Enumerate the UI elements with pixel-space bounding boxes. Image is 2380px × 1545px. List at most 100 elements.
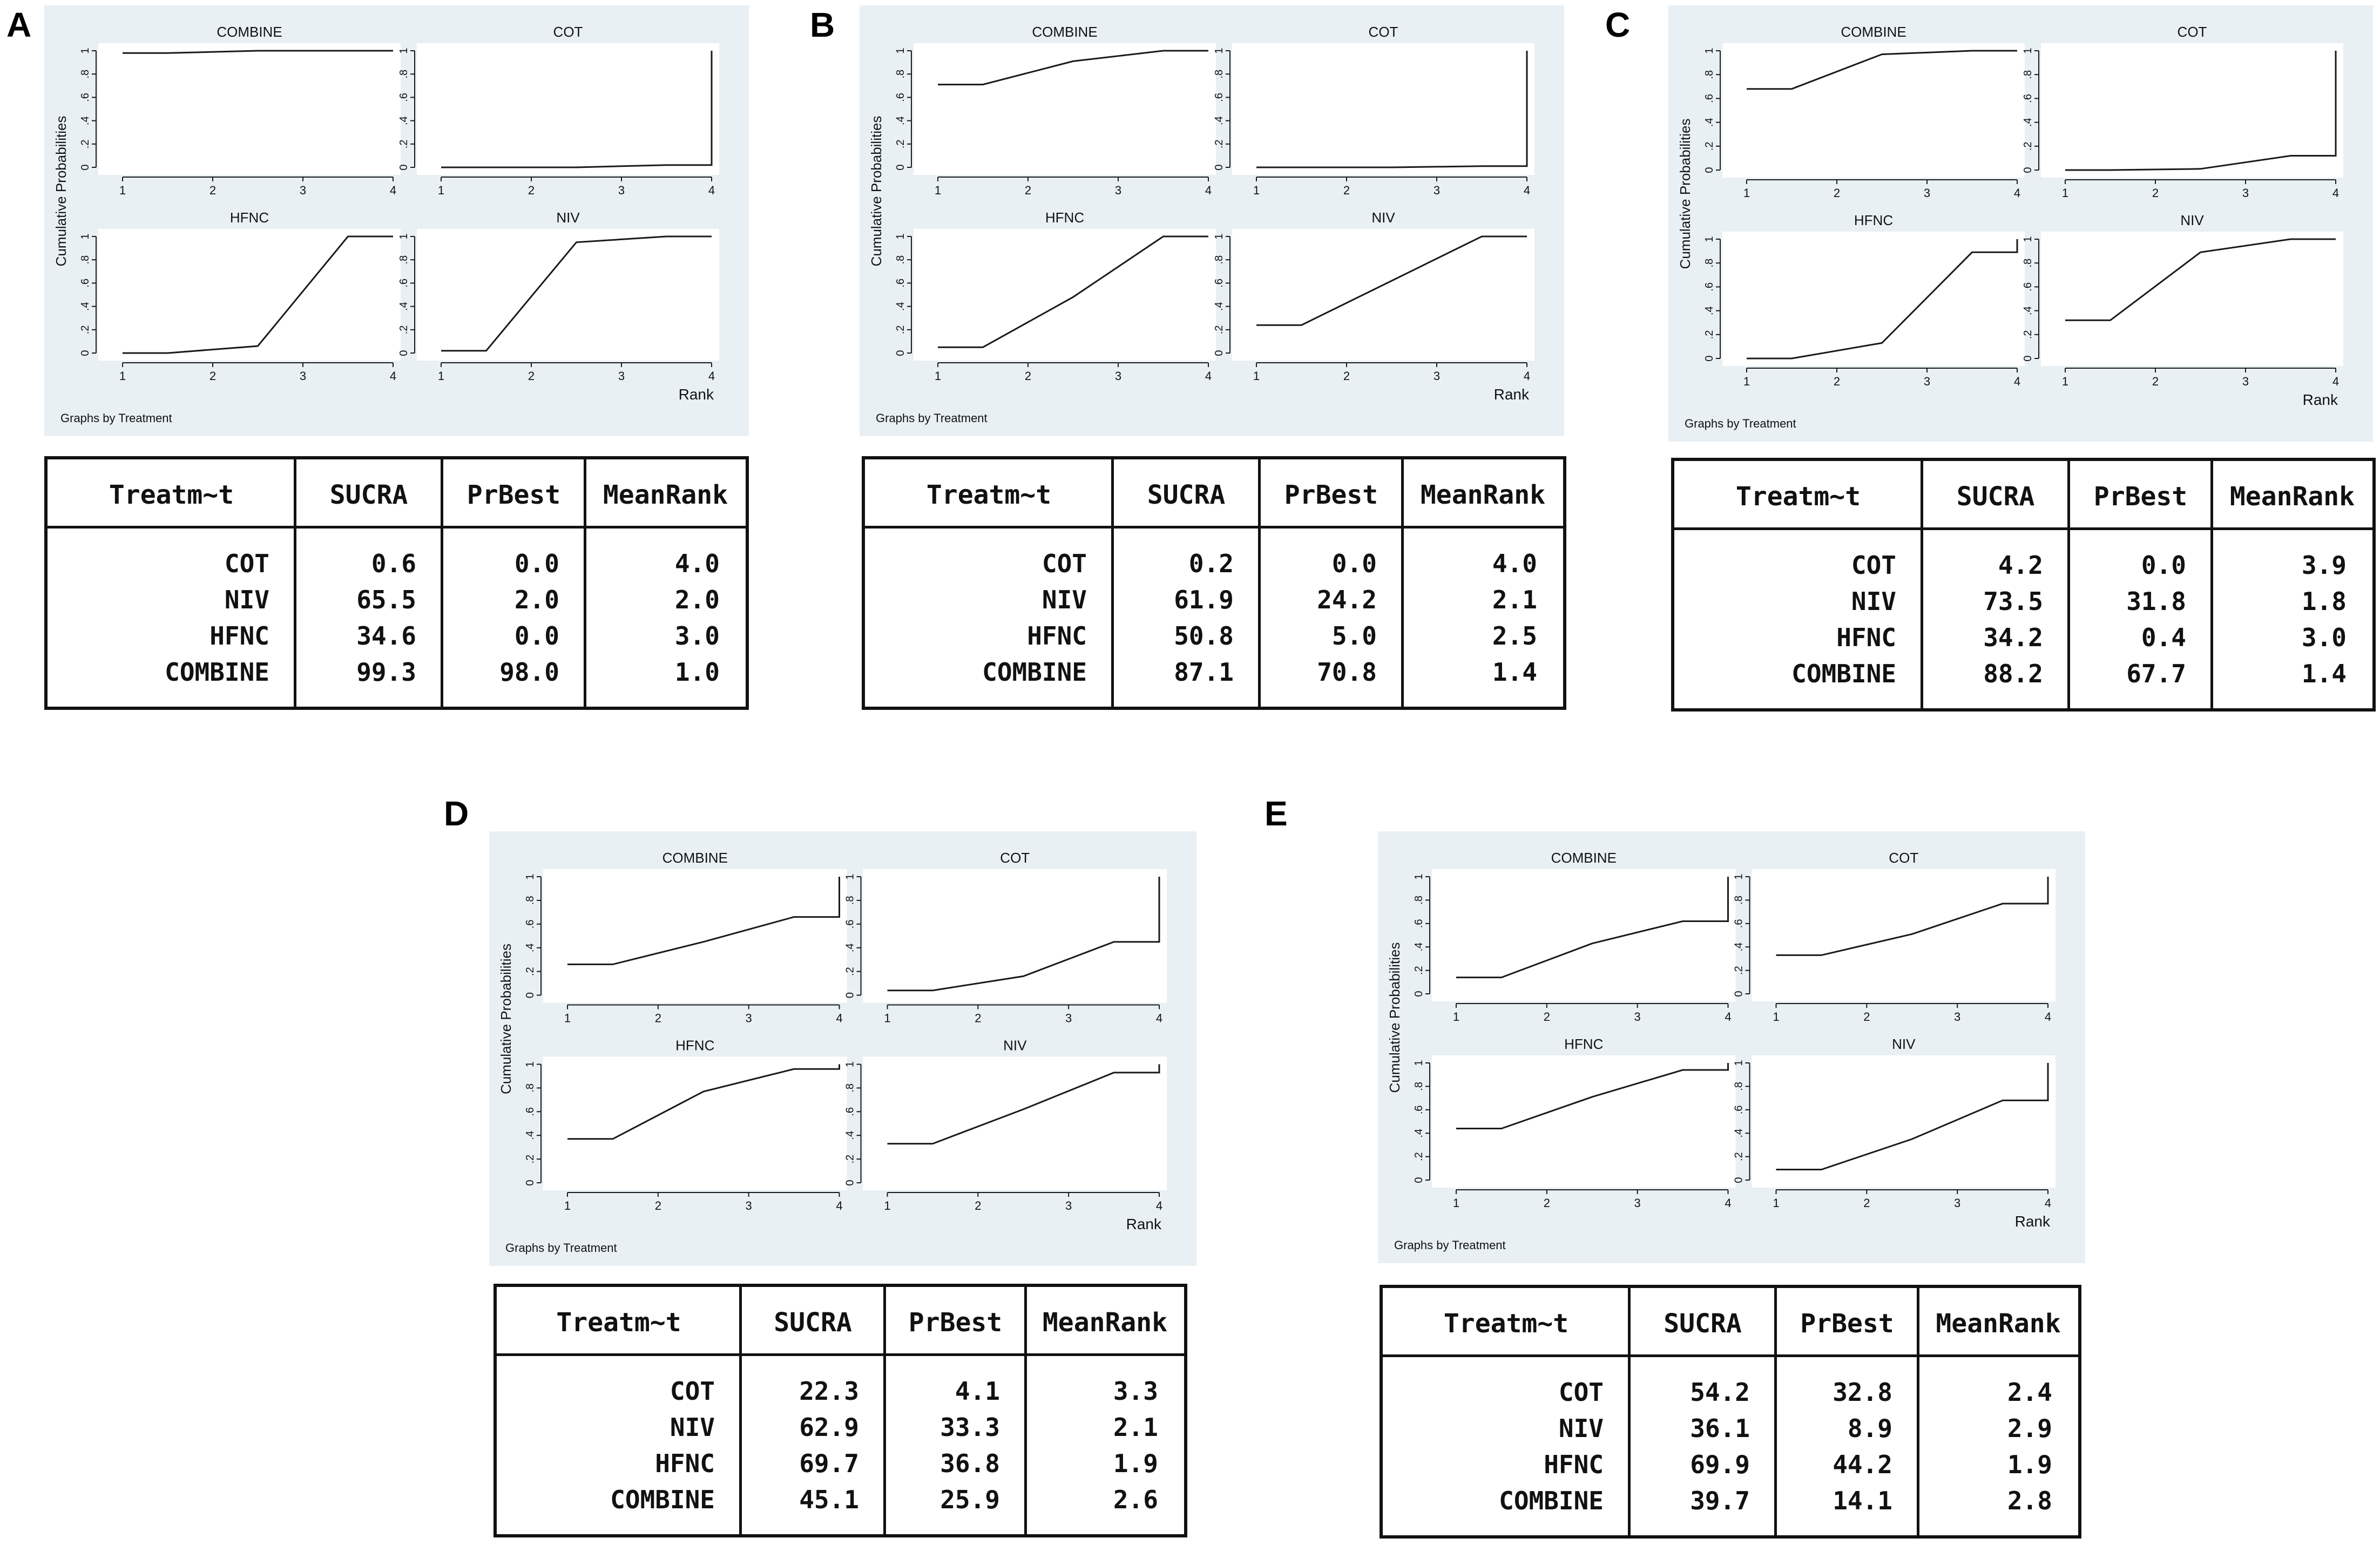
x-tick-label: 3 xyxy=(618,184,625,197)
x-tick-label: 4 xyxy=(836,1199,842,1212)
y-tick-label: .4 xyxy=(1733,1129,1745,1138)
x-tick-label: 1 xyxy=(438,369,444,383)
chart-svg: COMBINE 0 .2 .4 .6 .8 1 1 2 3 4 COT 0 .2 .4 .6 .8 1 1 2 3 4 HF… xyxy=(1387,848,2056,1252)
table-header-cell: Treatm~t xyxy=(109,480,234,510)
x-tick-label: 2 xyxy=(1834,375,1840,388)
y-tick-label: 1 xyxy=(524,1061,536,1067)
table-cell: 2.1 xyxy=(1113,1413,1158,1442)
x-tick-label: 1 xyxy=(1253,369,1260,383)
y-tick-label: 1 xyxy=(398,233,410,239)
subplot-plot-area xyxy=(98,229,401,361)
table-header-row xyxy=(48,459,746,528)
y-tick-label: .8 xyxy=(895,255,907,265)
y-tick-label: 0 xyxy=(2022,355,2034,361)
table-cell: 70.8 xyxy=(1317,658,1377,687)
x-tick-label: 2 xyxy=(975,1199,981,1212)
y-tick-label: .6 xyxy=(2022,94,2034,103)
table-cell: 99.3 xyxy=(356,658,416,687)
table-cell: 0.4 xyxy=(2141,623,2186,652)
series-line xyxy=(123,50,393,54)
y-tick-label: .8 xyxy=(1213,70,1225,79)
y-tick-label: .2 xyxy=(1213,325,1225,334)
subplot-plot-area xyxy=(1432,869,1736,1001)
y-tick-label: .8 xyxy=(1703,70,1715,79)
y-tick-label: 0 xyxy=(398,164,410,170)
y-tick-label: .4 xyxy=(398,116,410,125)
cumulative-rank-graph: COMBINE 0 .2 .4 .6 .8 1 1 2 3 4 COT 0 .2 .4 .6 .8 1 1 2 3 4 HF… xyxy=(44,5,749,436)
y-tick-label: .6 xyxy=(1703,94,1715,103)
y-tick-label: .6 xyxy=(1213,93,1225,102)
table-column-divider xyxy=(1921,461,1923,708)
series-line xyxy=(1256,235,1527,326)
subplot-title-strip xyxy=(1432,848,1736,869)
subplot-plot-area xyxy=(417,43,719,175)
subplot-title: NIV xyxy=(1892,1036,1916,1052)
x-tick-label: 4 xyxy=(2045,1010,2051,1024)
table-column-divider xyxy=(441,459,443,707)
table-header-row xyxy=(497,1287,1184,1356)
y-tick-label: 1 xyxy=(1733,1060,1745,1066)
x-tick-label: 4 xyxy=(836,1012,842,1025)
subplot-plot-area xyxy=(914,229,1216,361)
table-cell: 44.2 xyxy=(1833,1450,1892,1479)
subplot-title-strip xyxy=(863,1035,1167,1057)
y-tick-label: .4 xyxy=(2022,306,2034,315)
x-tick-label: 2 xyxy=(655,1012,661,1025)
subplot-title-strip xyxy=(1232,22,1534,43)
x-tick-label: 4 xyxy=(2014,186,2020,200)
x-tick-label: 3 xyxy=(1065,1199,1072,1212)
table-cell: COT xyxy=(670,1377,715,1406)
y-tick-label: 1 xyxy=(2022,236,2034,242)
table-header-cell: SUCRA xyxy=(329,480,408,510)
x-tick-label: 3 xyxy=(1634,1196,1641,1210)
subplot-plot-area xyxy=(543,1056,847,1190)
table-cell: 24.2 xyxy=(1317,585,1377,614)
x-tick-label: 4 xyxy=(1524,369,1530,383)
x-tick-label: 3 xyxy=(746,1012,752,1025)
y-tick-label: .2 xyxy=(1703,141,1715,151)
table-cell: 62.9 xyxy=(799,1413,859,1442)
y-tick-label: .2 xyxy=(844,1155,856,1164)
x-tick-label: 3 xyxy=(1115,369,1121,383)
table-cell: 54.2 xyxy=(1690,1378,1750,1407)
y-tick-label: 1 xyxy=(1213,233,1225,239)
table-cell: NIV xyxy=(1558,1414,1604,1443)
y-tick-label: .8 xyxy=(79,255,91,265)
x-tick-label: 1 xyxy=(2062,186,2068,200)
table-header-cell: SUCRA xyxy=(1956,482,2035,512)
subplot-title-strip xyxy=(1722,22,2025,43)
table-column-divider xyxy=(2067,461,2070,708)
chart-svg: COMBINE 0 .2 .4 .6 .8 1 1 2 3 4 COT 0 .2 .4 .6 .8 1 1 2 3 4 HF… xyxy=(868,22,1534,425)
x-tick-label: 2 xyxy=(1834,186,1840,200)
y-tick-label: 1 xyxy=(79,233,91,239)
subplot-title-strip xyxy=(2041,22,2343,43)
y-tick-label: .8 xyxy=(2022,259,2034,268)
table-cell: 2.6 xyxy=(1113,1485,1158,1514)
table-cell: 1.9 xyxy=(2007,1450,2052,1479)
subplot-title: NIV xyxy=(556,209,580,226)
table-header-cell: PrBest xyxy=(1800,1309,1894,1339)
y-tick-label: .8 xyxy=(398,70,410,79)
y-tick-label: .6 xyxy=(398,279,410,288)
chart-svg: COMBINE 0 .2 .4 .6 .8 1 1 2 3 4 COT 0 .2 .4 .6 .8 1 1 2 3 4 HF… xyxy=(1677,22,2343,430)
table-column-divider xyxy=(584,459,586,707)
table-cell: 1.9 xyxy=(1113,1449,1158,1478)
y-tick-label: .2 xyxy=(1413,966,1425,975)
table-header-cell: SUCRA xyxy=(1664,1309,1742,1339)
y-tick-label: .4 xyxy=(1213,302,1225,311)
ranking-table: Treatm~t SUCRA PrBest MeanRank COT 22.3 4.1 3.3… xyxy=(493,1284,1187,1537)
series-line xyxy=(938,50,1208,86)
y-tick-label: .8 xyxy=(524,896,536,905)
y-tick-label: .4 xyxy=(398,302,410,311)
y-tick-label: 0 xyxy=(1213,164,1225,170)
y-tick-label: .6 xyxy=(1213,279,1225,288)
table-cell: 0.0 xyxy=(2141,551,2186,580)
table-column-divider xyxy=(1917,1288,1919,1535)
table-cell: 34.6 xyxy=(356,621,416,650)
table-cell: 50.8 xyxy=(1174,621,1234,650)
y-tick-label: .2 xyxy=(1733,966,1745,975)
y-tick-label: .4 xyxy=(524,943,536,952)
y-tick-label: .6 xyxy=(524,1107,536,1116)
x-tick-label: 2 xyxy=(209,369,216,383)
x-tick-label: 2 xyxy=(1343,184,1350,197)
